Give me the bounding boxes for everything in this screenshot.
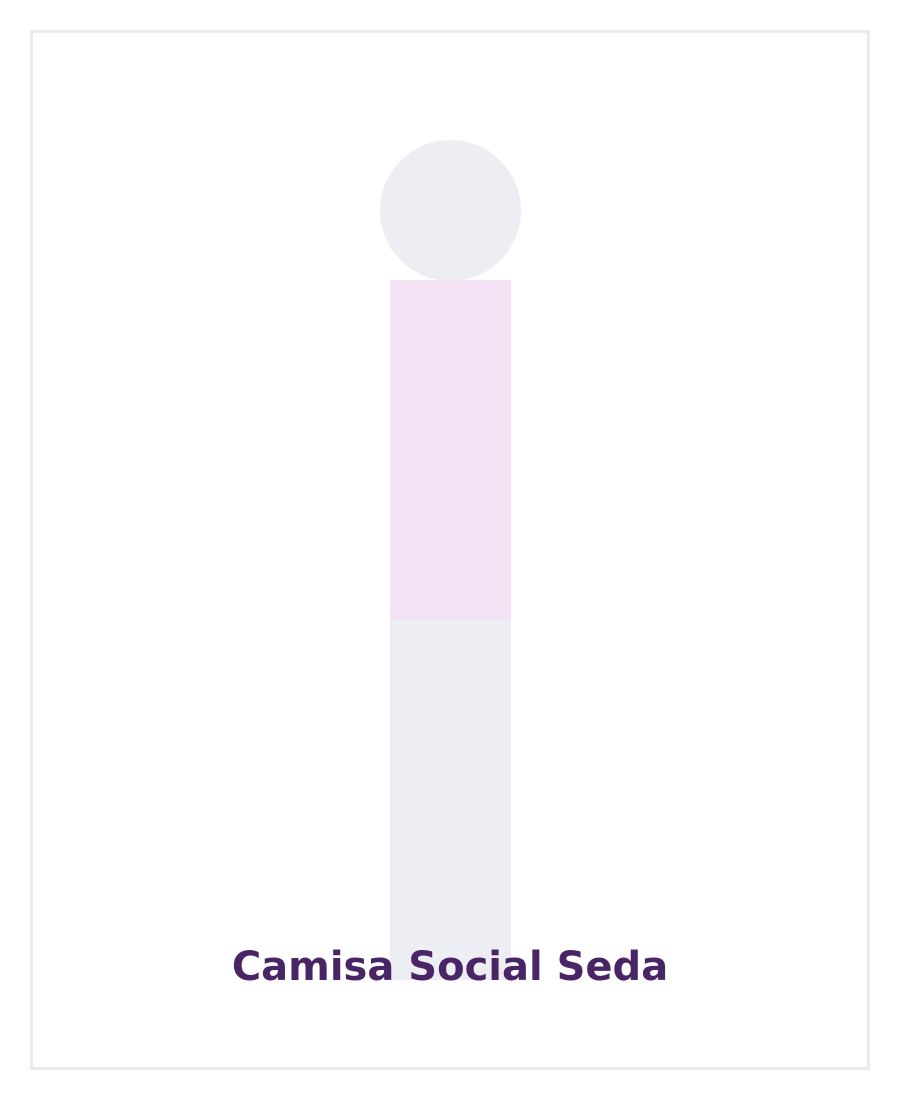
product-name: Camisa Social Seda: [231, 944, 669, 990]
mannequin-torso-shirt: [390, 280, 511, 620]
mannequin-head: [380, 140, 521, 281]
mannequin-legs: [390, 620, 511, 980]
